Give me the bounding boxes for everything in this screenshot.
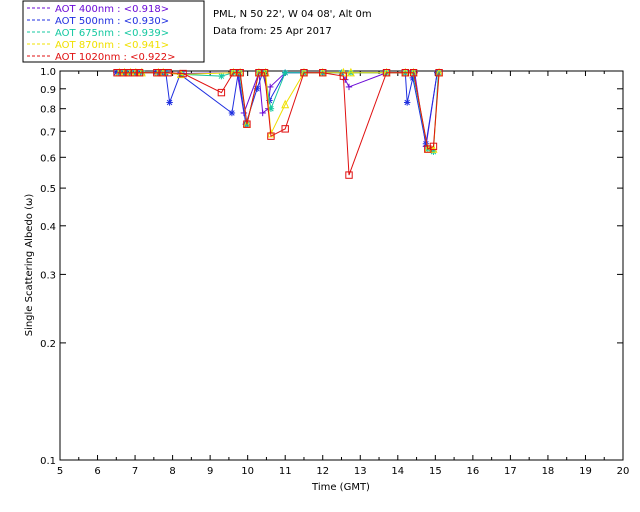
series-4 (113, 68, 443, 179)
y-tick-label: 0.1 (40, 456, 56, 467)
data-point (435, 68, 443, 77)
x-tick-label: 7 (132, 466, 138, 477)
data-point (153, 68, 161, 77)
data-point (266, 83, 274, 91)
data-point (382, 68, 391, 77)
x-tick-label: 8 (169, 466, 175, 477)
axis-ticks: 5 6 7 8 9 10 11 12 13 14 15 16 17 18 19 20 0.1 0.2 0.3 0.4 0… (40, 67, 629, 477)
data-point (345, 171, 353, 179)
y-tick-label: 0.4 (40, 222, 56, 233)
y-tick-label: 1.0 (40, 67, 56, 78)
data-point (119, 68, 127, 77)
x-tick-label: 18 (542, 466, 555, 477)
data-point (346, 67, 355, 77)
data-point (424, 145, 432, 153)
y-tick-label: 0.8 (40, 105, 56, 116)
data-point (228, 109, 236, 117)
data-point (267, 132, 275, 140)
data-point (409, 68, 418, 77)
data-point (401, 68, 410, 77)
data-point (243, 120, 251, 128)
data-point (300, 68, 308, 77)
series-line-4 (117, 72, 440, 176)
data-point (130, 68, 139, 77)
legend-box (22, 0, 205, 63)
data-point (259, 109, 266, 117)
legend-label-1: AOT 500nm : <0.930> (55, 16, 169, 27)
y-tick-label: 0.9 (40, 85, 56, 96)
data-point (260, 68, 269, 77)
legend-label-0: AOT 400nm : <0.918> (55, 4, 169, 15)
data-point (236, 68, 244, 77)
y-axis-label: Single Scattering Albedo (ω) (24, 194, 35, 337)
series-3 (115, 67, 444, 153)
legend-label-3: AOT 870nm : <0.941> (55, 40, 169, 51)
legend: AOT 400nm : <0.918>AOT 500nm : <0.930>AO… (22, 0, 205, 63)
data-point (179, 69, 187, 78)
y-tick-label: 0.6 (40, 153, 56, 164)
legend-label-2: AOT 675nm : <0.939> (55, 28, 169, 39)
data-point (218, 72, 225, 80)
data-point (429, 142, 438, 151)
data-point (345, 83, 353, 91)
plot-frame (59, 70, 624, 461)
data-point (319, 68, 327, 77)
series-0 (114, 69, 441, 150)
x-tick-label: 10 (241, 466, 254, 477)
data-point (403, 99, 411, 106)
y-tick-label: 0.5 (40, 184, 56, 195)
x-axis-label: Time (GMT) (311, 482, 370, 493)
x-tick-label: 6 (94, 466, 100, 477)
data-point (217, 88, 226, 97)
data-point (135, 68, 144, 77)
data-point (255, 68, 263, 77)
x-tick-label: 5 (57, 466, 63, 477)
data-point (281, 125, 289, 133)
legend-label-4: AOT 1020nm : <0.922> (55, 52, 175, 63)
y-tick-label: 0.2 (40, 339, 56, 350)
series-line-0 (118, 72, 438, 147)
x-tick-label: 13 (354, 466, 367, 477)
x-tick-label: 15 (429, 466, 442, 477)
data-point (282, 69, 289, 76)
x-tick-label: 12 (316, 466, 329, 477)
x-tick-label: 20 (617, 466, 630, 477)
x-tick-label: 11 (279, 466, 292, 477)
data-point (166, 99, 173, 106)
site-info: PML, N 50 22', W 04 08', Alt 0m (213, 9, 372, 20)
series-group (113, 67, 444, 179)
x-tick-label: 9 (207, 466, 213, 477)
x-tick-label: 16 (466, 466, 479, 477)
data-point (429, 144, 438, 153)
date-info: Data from: 25 Apr 2017 (213, 26, 332, 37)
x-tick-label: 19 (579, 466, 592, 477)
y-tick-label: 0.7 (40, 127, 56, 138)
data-point (176, 69, 185, 79)
x-tick-label: 17 (504, 466, 517, 477)
x-tick-label: 14 (391, 466, 404, 477)
data-point (281, 99, 290, 109)
y-tick-label: 0.3 (40, 270, 56, 281)
data-point (164, 68, 172, 77)
data-point (339, 72, 348, 80)
